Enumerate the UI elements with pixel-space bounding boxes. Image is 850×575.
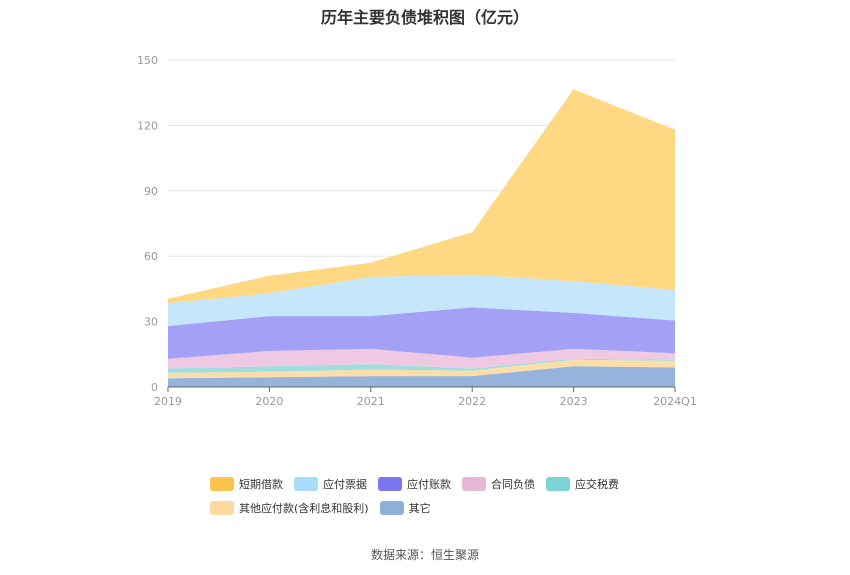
legend-row-1: 短期借款 应付票据 应付账款 合同负债 应交税费 — [210, 472, 680, 496]
area-应付账款 — [168, 307, 675, 359]
legend-label: 应付账款 — [407, 478, 451, 491]
area-短期借款 — [168, 89, 675, 304]
legend-item[interactable]: 应交税费 — [546, 476, 619, 492]
x-tick-label: 2024Q1 — [653, 395, 697, 408]
legend-item[interactable]: 其他应付款(含利息和股利) — [210, 500, 369, 516]
legend-label: 其它 — [408, 502, 431, 515]
y-tick-label: 90 — [144, 185, 158, 198]
area-合同负债 — [168, 348, 675, 369]
x-tick-label: 2023 — [560, 395, 588, 408]
legend-label: 其他应付款(含利息和股利) — [239, 502, 369, 515]
legend-item[interactable]: 短期借款 — [210, 476, 283, 492]
legend-swatch — [546, 477, 570, 491]
legend-item[interactable]: 其它 — [379, 500, 431, 516]
legend-swatch — [379, 501, 404, 515]
legend-swatch — [210, 477, 234, 491]
stacked-area-chart: 0 30 60 90 120 150 2019 2020 2021 2022 2023 2024Q1 — [137, 54, 697, 408]
axes: 0 30 60 90 120 150 2019 2020 2021 2022 2023 2024Q1 — [137, 54, 697, 408]
legend-swatch — [294, 477, 318, 491]
legend-row-2: 其他应付款(含利息和股利) 其它 — [210, 496, 680, 520]
legend-item[interactable]: 应付账款 — [378, 476, 451, 492]
legend: 短期借款 应付票据 应付账款 合同负债 应交税费 其他应付款(含利息和股利) 其它 — [210, 472, 680, 520]
area-其它 — [168, 366, 675, 387]
legend-label: 合同负债 — [491, 478, 535, 491]
legend-label: 短期借款 — [239, 478, 283, 491]
area-series — [168, 89, 675, 387]
legend-swatch — [210, 501, 234, 515]
y-tick-label: 150 — [137, 54, 158, 67]
legend-item[interactable]: 合同负债 — [462, 476, 535, 492]
legend-swatch — [378, 477, 402, 491]
area-应付票据 — [168, 274, 675, 326]
chart-title: 历年主要负债堆积图（亿元） — [320, 8, 529, 27]
area-应交税费 — [168, 358, 675, 373]
x-tick-label: 2022 — [458, 395, 486, 408]
data-source: 数据来源：恒生聚源 — [370, 548, 479, 562]
legend-label: 应交税费 — [575, 478, 619, 491]
y-tick-label: 0 — [151, 381, 158, 394]
legend-label: 应付票据 — [323, 478, 367, 491]
x-tick-label: 2019 — [154, 395, 182, 408]
y-tick-label: 120 — [137, 119, 158, 132]
y-tick-label: 30 — [144, 316, 158, 329]
x-tick-label: 2021 — [357, 395, 385, 408]
area-其他应付款(含利息和股利) — [168, 359, 675, 379]
legend-swatch — [462, 477, 486, 491]
legend-item[interactable]: 应付票据 — [294, 476, 367, 492]
y-tick-label: 60 — [144, 250, 158, 263]
x-tick-label: 2020 — [255, 395, 283, 408]
